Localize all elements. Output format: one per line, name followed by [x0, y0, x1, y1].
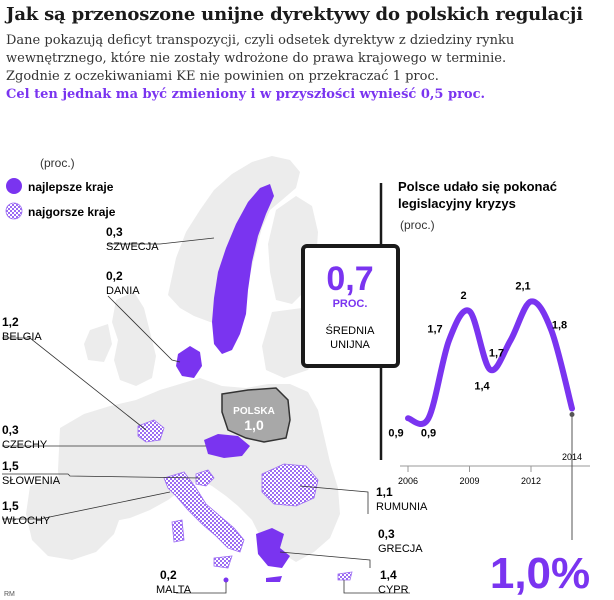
final-value-label: 1,0%: [490, 549, 590, 598]
map-poland: [221, 387, 291, 443]
chart-data-label: 1,8: [552, 320, 567, 332]
chart-title-line2: legislacyjny kryzys: [398, 196, 516, 211]
country-value: 1,2: [2, 315, 19, 329]
eu-average-box: [301, 244, 400, 368]
map-belgium: [137, 419, 165, 443]
legend-worst-swatch: [5, 202, 23, 220]
map-uk: [112, 292, 156, 386]
country-value: 1,5: [2, 459, 19, 473]
country-name: SZWECJA: [106, 241, 159, 253]
country-name: RUMUNIA: [376, 501, 428, 513]
legend-best-label: najlepsze kraje: [28, 180, 114, 194]
chart-title-line1: Polsce udało się pokonać: [398, 179, 557, 194]
country-value: 1,1: [376, 485, 393, 499]
source-label: RM: [4, 591, 15, 598]
legend-best-swatch: [6, 178, 22, 194]
country-labels: 0,3 SZWECJA 0,2 DANIA 1,2 BELGIA 0,3 CZE…: [2, 225, 428, 596]
map-sicily: [213, 555, 233, 569]
chart-data-label: 1,4: [474, 381, 490, 393]
poland-value: 1,0: [244, 417, 264, 433]
chart-x-tick-label: 2012: [521, 476, 541, 486]
chart-data-label: 2,1: [515, 280, 530, 292]
chart-x-tick-label: 2009: [459, 476, 479, 486]
eu-average-label: UNIJNA: [330, 339, 370, 351]
chart-data-label: 0,9: [388, 427, 403, 439]
map-sardinia: [171, 519, 185, 543]
map-crete: [266, 576, 282, 582]
map-denmark: [176, 346, 202, 378]
lead-text: Dane pokazują deficyt transpozycji, czyl…: [6, 32, 606, 104]
country-value: 0,2: [106, 269, 123, 283]
country-value: 0,3: [2, 423, 19, 437]
map-italy: [163, 471, 245, 553]
lead-line: wewnętrznego, które nie zostały wdrożone…: [6, 51, 507, 66]
lead-accent-line: Cel ten jednak ma być zmieniony i w przy…: [6, 87, 486, 102]
country-name: SŁOWENIA: [2, 475, 61, 487]
lead-line: Zgodnie z oczekiwaniami KE nie powinien …: [6, 69, 439, 84]
country-name: CZECHY: [2, 439, 48, 451]
country-name: DANIA: [106, 285, 140, 297]
map-romania: [261, 463, 319, 507]
lead-line: Dane pokazują deficyt transpozycji, czyl…: [6, 33, 515, 48]
chart-series-line: [405, 298, 575, 427]
country-name: CYPR: [378, 584, 409, 596]
country-value: 0,2: [160, 568, 177, 582]
chart-data-labels: 0,9 0,9 1,7 2 1,4 1,7 2,1 1,8: [388, 280, 567, 439]
legend-worst-label: najgorsze kraje: [28, 205, 116, 219]
map-malta: [223, 577, 229, 583]
poland-name: POLSKA: [233, 406, 275, 417]
chart-x-tick-label: 2006: [398, 476, 418, 486]
leader-lines: [2, 237, 410, 594]
country-name: BELGIA: [2, 331, 42, 343]
europe-map: [26, 156, 353, 583]
country-value: 1,5: [2, 499, 19, 513]
country-value: 1,4: [380, 568, 397, 582]
country-name: MALTA: [156, 584, 192, 596]
map-slovenia: [195, 469, 215, 487]
country-value: 0,3: [378, 527, 395, 541]
eu-average-label: ŚREDNIA: [326, 324, 376, 337]
chart-data-label: 1,7: [489, 347, 504, 359]
eu-average-unit: PROC.: [333, 298, 368, 310]
chart-data-label: 1,7: [427, 323, 442, 335]
map-greece: [256, 528, 290, 568]
map-iberia: [26, 478, 122, 560]
map-unit: (proc.): [40, 156, 75, 170]
map-ireland: [84, 324, 112, 362]
final-point-marker: [569, 412, 575, 418]
country-name: GRECJA: [378, 543, 423, 555]
map-czechia: [204, 434, 250, 458]
chart-data-label: 0,9: [421, 427, 436, 439]
country-value: 0,3: [106, 225, 123, 239]
map-cyprus: [337, 571, 353, 581]
chart-data-label: 2: [460, 290, 466, 302]
chart-unit: (proc.): [400, 218, 435, 232]
page-title: Jak są przenoszone unijne dyrektywy do p…: [6, 4, 583, 25]
country-name: WŁOCHY: [2, 515, 51, 527]
map-sweden: [212, 184, 274, 354]
eu-average-value: 0,7: [326, 260, 373, 298]
